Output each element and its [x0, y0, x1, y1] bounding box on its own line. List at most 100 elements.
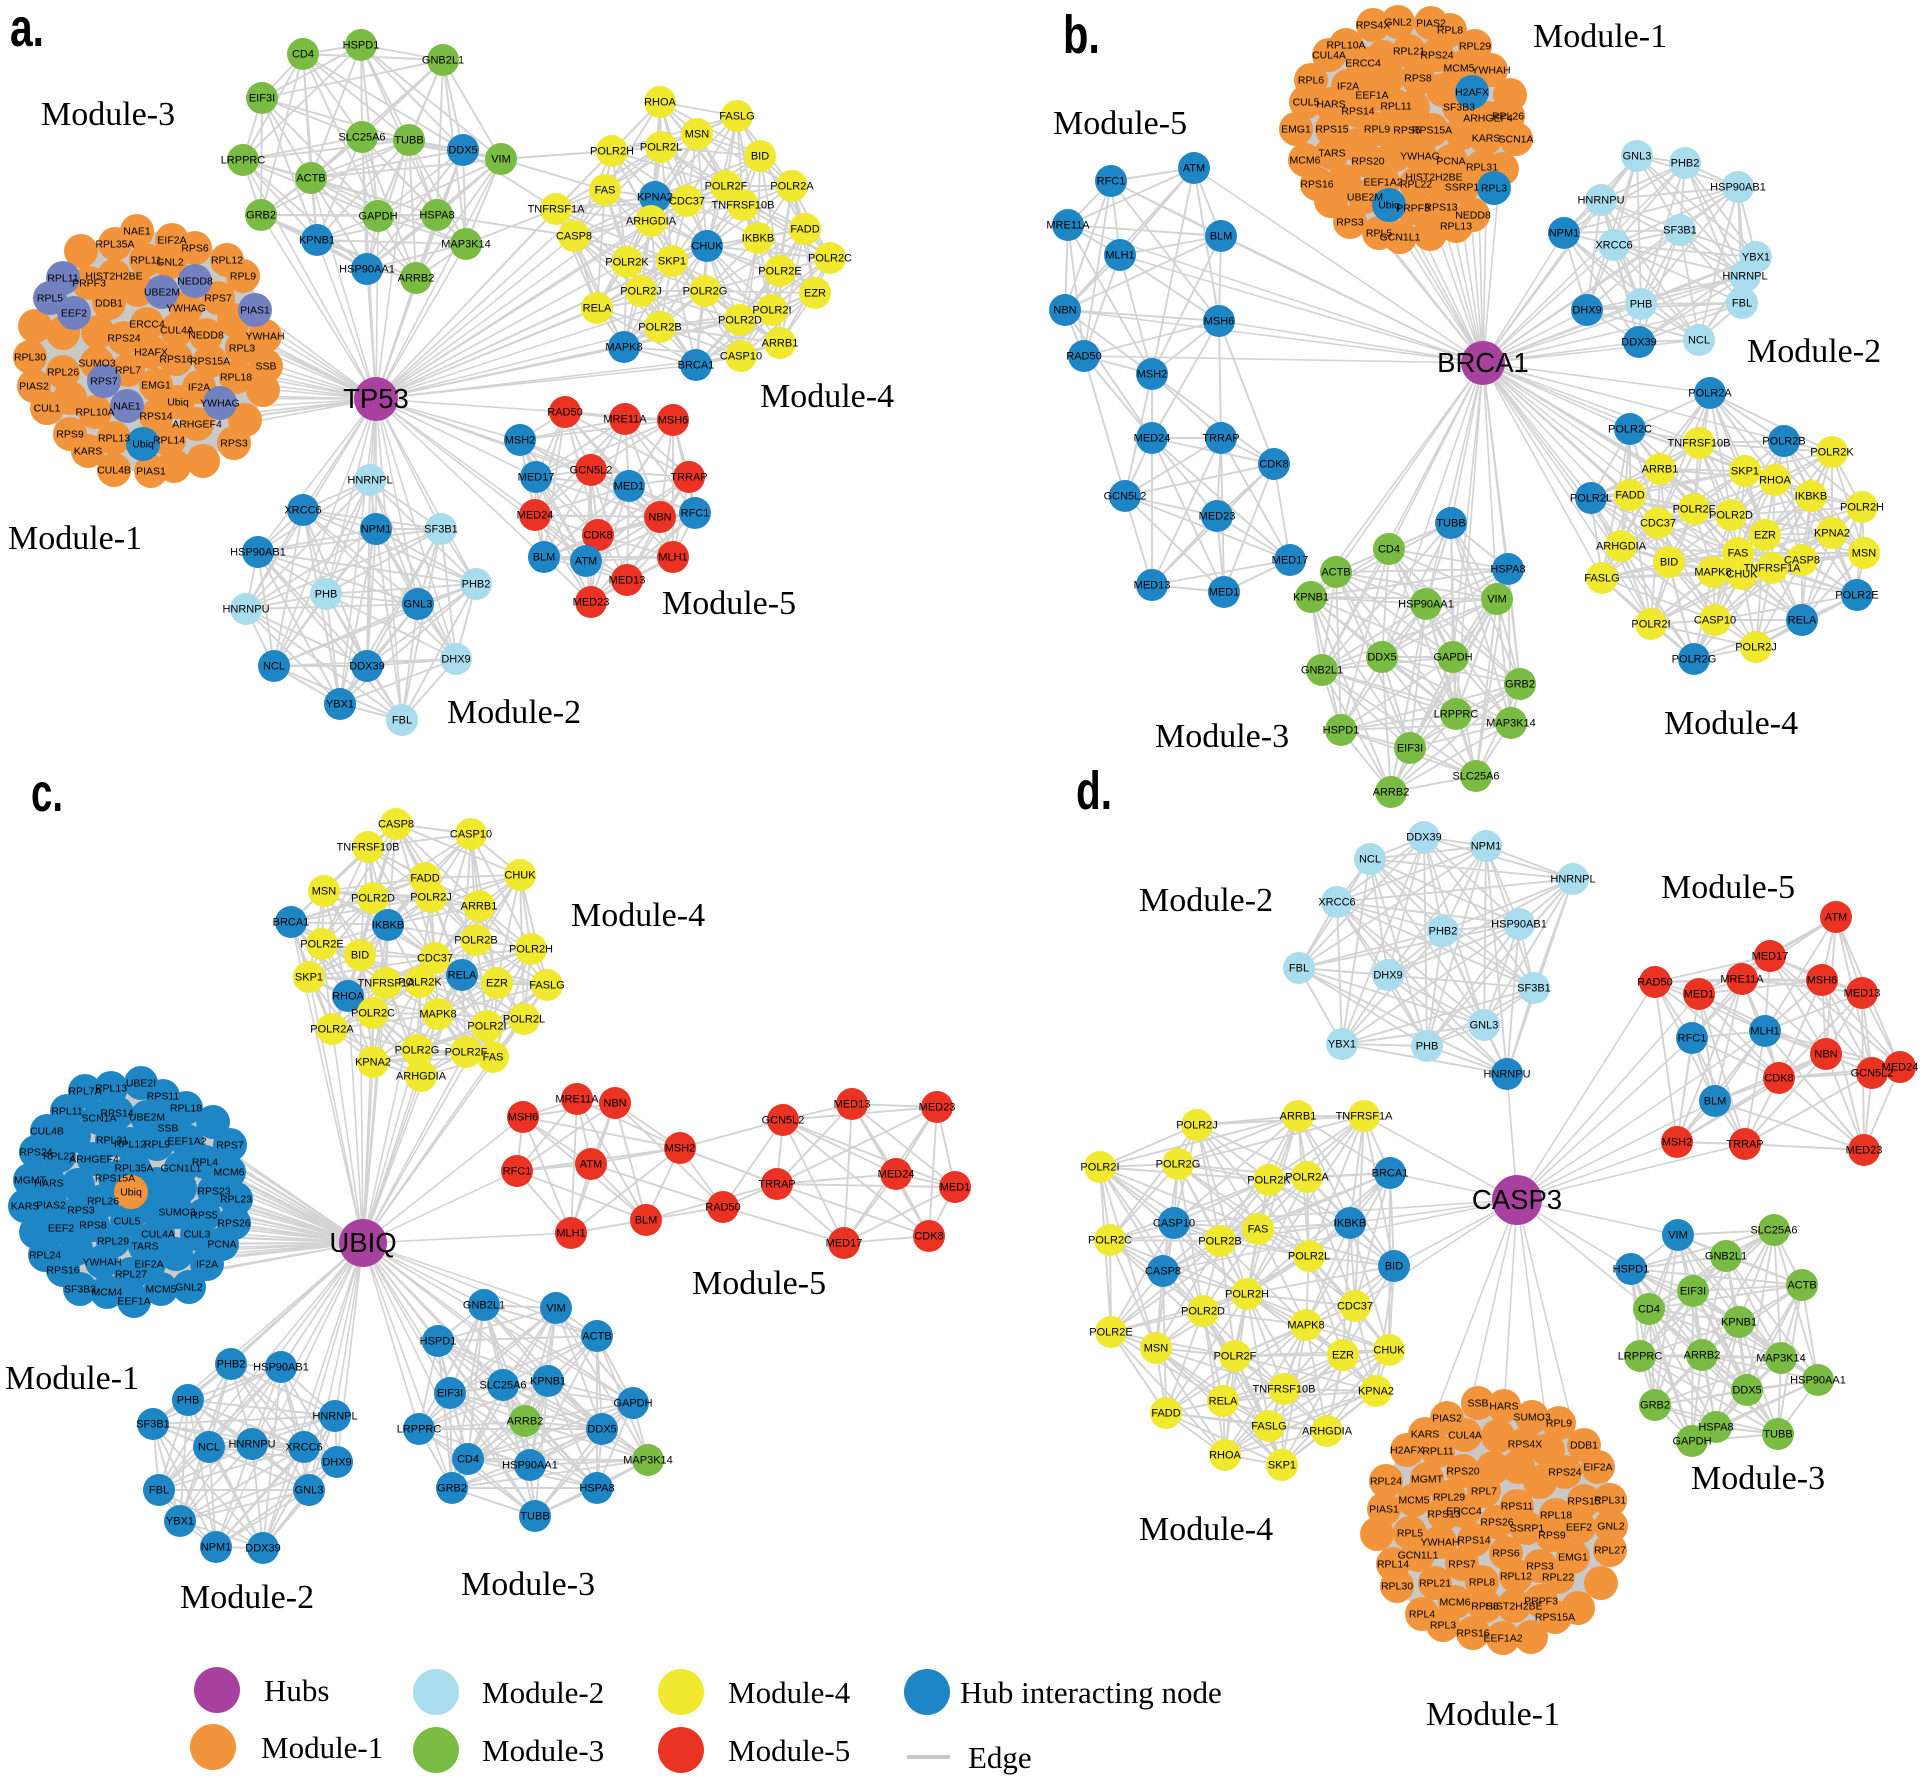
svg-text:POLR2B: POLR2B — [1198, 1236, 1241, 1248]
svg-text:CUL4B: CUL4B — [97, 465, 131, 477]
svg-text:RPL3: RPL3 — [1481, 183, 1507, 195]
svg-text:GAPDH: GAPDH — [1672, 1436, 1711, 1448]
svg-text:RPS8: RPS8 — [79, 1220, 107, 1232]
svg-text:IKBKB: IKBKB — [742, 233, 774, 245]
svg-text:EZR: EZR — [804, 288, 826, 300]
svg-text:EIF3I: EIF3I — [437, 1388, 463, 1400]
svg-text:MSN: MSN — [312, 886, 337, 898]
svg-text:RPL7: RPL7 — [115, 365, 141, 377]
svg-text:RPS8: RPS8 — [1404, 73, 1432, 85]
svg-text:POLR2L: POLR2L — [640, 142, 682, 154]
svg-text:RPL3: RPL3 — [1430, 1620, 1456, 1632]
svg-text:MRE11A: MRE11A — [1720, 974, 1764, 986]
svg-text:RPS15: RPS15 — [1567, 1496, 1600, 1508]
svg-text:YWHAH: YWHAH — [245, 331, 284, 343]
svg-text:NEDD8: NEDD8 — [177, 276, 213, 288]
svg-text:FADD: FADD — [790, 224, 819, 236]
svg-text:Module-3: Module-3 — [41, 96, 175, 133]
svg-text:NEDD8: NEDD8 — [1455, 210, 1491, 222]
svg-text:CUL4A: CUL4A — [1312, 50, 1346, 62]
svg-text:CDC37: CDC37 — [1337, 1301, 1373, 1313]
svg-text:ATM: ATM — [575, 556, 597, 568]
svg-text:CDK8: CDK8 — [1259, 459, 1288, 471]
svg-text:POLR2A: POLR2A — [310, 1024, 354, 1036]
svg-text:RPL14: RPL14 — [1377, 1559, 1409, 1571]
svg-text:Ubiq: Ubiq — [167, 397, 189, 409]
svg-text:RPL23: RPL23 — [220, 1194, 252, 1206]
svg-text:VIM: VIM — [1668, 1230, 1688, 1242]
svg-text:YWHAG: YWHAG — [200, 398, 240, 410]
svg-text:GCN5L2: GCN5L2 — [1851, 1068, 1894, 1080]
svg-text:Module-1: Module-1 — [261, 1730, 383, 1765]
svg-text:RELA: RELA — [583, 303, 612, 315]
svg-text:EEF2: EEF2 — [48, 1223, 74, 1235]
svg-text:PHB: PHB — [177, 1395, 200, 1407]
svg-text:HSPD1: HSPD1 — [1613, 1264, 1650, 1276]
svg-text:RPS6: RPS6 — [1492, 1548, 1520, 1560]
svg-text:MAP3K14: MAP3K14 — [441, 239, 491, 251]
svg-text:H2AFX: H2AFX — [1390, 1445, 1424, 1457]
svg-text:EEF1A: EEF1A — [1355, 90, 1388, 102]
svg-text:TRRAP: TRRAP — [1726, 1139, 1763, 1151]
svg-text:PIAS2: PIAS2 — [19, 381, 49, 393]
svg-text:IF2A: IF2A — [1337, 81, 1359, 93]
svg-text:HNRNPL: HNRNPL — [312, 1411, 357, 1423]
svg-text:MED23: MED23 — [1199, 511, 1236, 523]
svg-text:RPL22: RPL22 — [1400, 179, 1432, 191]
svg-text:SF3B3: SF3B3 — [64, 1284, 96, 1296]
svg-text:MSN: MSN — [1852, 548, 1877, 560]
svg-text:SF3B1: SF3B1 — [136, 1419, 170, 1431]
svg-text:Module-4: Module-4 — [1664, 705, 1798, 742]
svg-text:PCNA: PCNA — [207, 1239, 236, 1251]
svg-text:EEF1A2: EEF1A2 — [1363, 177, 1402, 189]
svg-text:GRB2: GRB2 — [437, 1483, 467, 1495]
svg-text:SKP1: SKP1 — [658, 256, 686, 268]
svg-text:b.: b. — [1063, 5, 1100, 65]
svg-text:RPL29: RPL29 — [1459, 41, 1491, 53]
svg-text:PHB: PHB — [1630, 299, 1653, 311]
svg-text:RPL10A: RPL10A — [75, 407, 114, 419]
svg-text:BLM: BLM — [533, 552, 556, 564]
svg-text:SUMO3: SUMO3 — [1513, 1412, 1551, 1424]
svg-text:TNFRSF1A: TNFRSF1A — [528, 204, 586, 216]
svg-text:BRCA1: BRCA1 — [1437, 347, 1529, 378]
svg-text:RPS20: RPS20 — [1351, 156, 1384, 168]
svg-text:HSPA8: HSPA8 — [1490, 564, 1525, 576]
svg-text:c.: c. — [31, 763, 63, 823]
svg-text:MAP3K14: MAP3K14 — [1756, 1353, 1806, 1365]
svg-text:XRCC6: XRCC6 — [1318, 897, 1355, 909]
svg-text:GRB2: GRB2 — [246, 210, 276, 222]
svg-text:IKBKB: IKBKB — [1334, 1218, 1366, 1230]
svg-text:XRCC6: XRCC6 — [284, 505, 321, 517]
svg-text:PIAS1: PIAS1 — [1369, 1504, 1399, 1516]
svg-text:RPL22: RPL22 — [43, 1151, 75, 1163]
svg-text:RPL35A: RPL35A — [95, 239, 134, 251]
svg-text:POLR2D: POLR2D — [351, 893, 395, 905]
svg-text:MED23: MED23 — [573, 597, 610, 609]
svg-text:RAD50: RAD50 — [1637, 977, 1672, 989]
svg-text:RPL26: RPL26 — [87, 1196, 119, 1208]
svg-text:MCM6: MCM6 — [1440, 1597, 1471, 1609]
svg-text:HSP90AB1: HSP90AB1 — [1710, 182, 1766, 194]
svg-text:HSP90AB1: HSP90AB1 — [230, 547, 286, 559]
svg-text:MSH6: MSH6 — [508, 1112, 539, 1124]
svg-text:RPS23: RPS23 — [197, 1186, 230, 1198]
svg-text:ARHGDIA: ARHGDIA — [1302, 1426, 1353, 1438]
svg-text:POLR2B: POLR2B — [454, 935, 497, 947]
svg-text:POLR2C: POLR2C — [808, 253, 852, 265]
svg-text:RPS3: RPS3 — [220, 438, 248, 450]
svg-text:MSH2: MSH2 — [1662, 1137, 1693, 1149]
svg-text:TNFRSF10B: TNFRSF10B — [1668, 438, 1731, 450]
svg-text:VIM: VIM — [1487, 594, 1507, 606]
svg-text:CDC37: CDC37 — [1640, 518, 1676, 530]
svg-text:HNRNPL: HNRNPL — [347, 475, 392, 487]
svg-text:RPS9: RPS9 — [1538, 1530, 1566, 1542]
svg-text:DDX39: DDX39 — [1406, 832, 1441, 844]
svg-text:RPS8: RPS8 — [1471, 1601, 1499, 1613]
svg-text:CUL5: CUL5 — [1293, 97, 1320, 109]
svg-text:HSPA8: HSPA8 — [419, 210, 454, 222]
svg-text:CUL4A: CUL4A — [141, 1229, 175, 1241]
svg-text:POLR2F: POLR2F — [705, 181, 748, 193]
svg-text:FBL: FBL — [149, 1485, 169, 1497]
svg-text:MAPK8: MAPK8 — [1694, 567, 1731, 579]
